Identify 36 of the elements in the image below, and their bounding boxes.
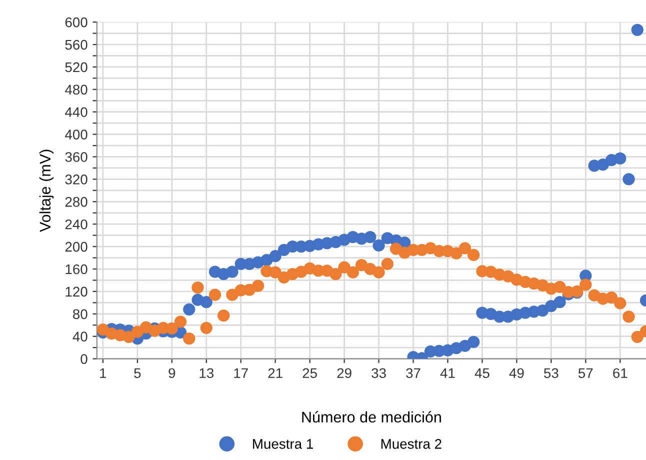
y-tick-label: 80	[73, 309, 88, 320]
y-tick-label: 400	[65, 130, 88, 140]
y-tick-label: 280	[65, 197, 88, 207]
y-tick-label: 560	[65, 40, 88, 50]
x-tick-label: 49	[509, 368, 524, 378]
y-tick-label: 0	[80, 354, 88, 364]
y-tick-label: 240	[65, 219, 88, 230]
x-tick-label: 57	[578, 368, 593, 378]
x-tick-label: 53	[544, 368, 558, 378]
x-tick-label: 25	[302, 368, 317, 378]
y-axis-title: Voltaje (mV)	[39, 150, 54, 232]
x-tick-label: 13	[200, 368, 214, 378]
y-tick-label: 360	[65, 152, 88, 162]
y-tick-label: 200	[65, 242, 88, 252]
y-tick-label: 120	[66, 286, 88, 297]
legend-label: Muestra 1	[253, 439, 313, 449]
legend-label: Muestra 2	[381, 439, 442, 449]
y-tick-label: 480	[65, 84, 88, 95]
x-tick-label: 33	[372, 368, 386, 378]
y-tick-label: 440	[65, 107, 88, 118]
x-tick-label: 1	[100, 368, 106, 378]
x-tick-label: 5	[134, 368, 141, 378]
x-tick-label: 41	[440, 368, 455, 378]
x-tick-label: 37	[406, 368, 420, 378]
y-tick-label: 600	[65, 17, 88, 28]
y-tick-label: 40	[72, 332, 88, 342]
x-tick-label: 29	[337, 368, 352, 378]
x-tick-label: 17	[234, 368, 248, 378]
x-tick-label: 45	[474, 368, 490, 378]
x-tick-label: 9	[168, 368, 176, 378]
y-tick-label: 320	[65, 174, 88, 184]
x-tick-label: 21	[268, 368, 282, 378]
y-tick-label: 520	[65, 62, 88, 72]
y-tick-label: 160	[66, 264, 88, 274]
x-tick-label: 61	[613, 368, 628, 378]
x-axis-title: Número de medición	[302, 411, 441, 423]
